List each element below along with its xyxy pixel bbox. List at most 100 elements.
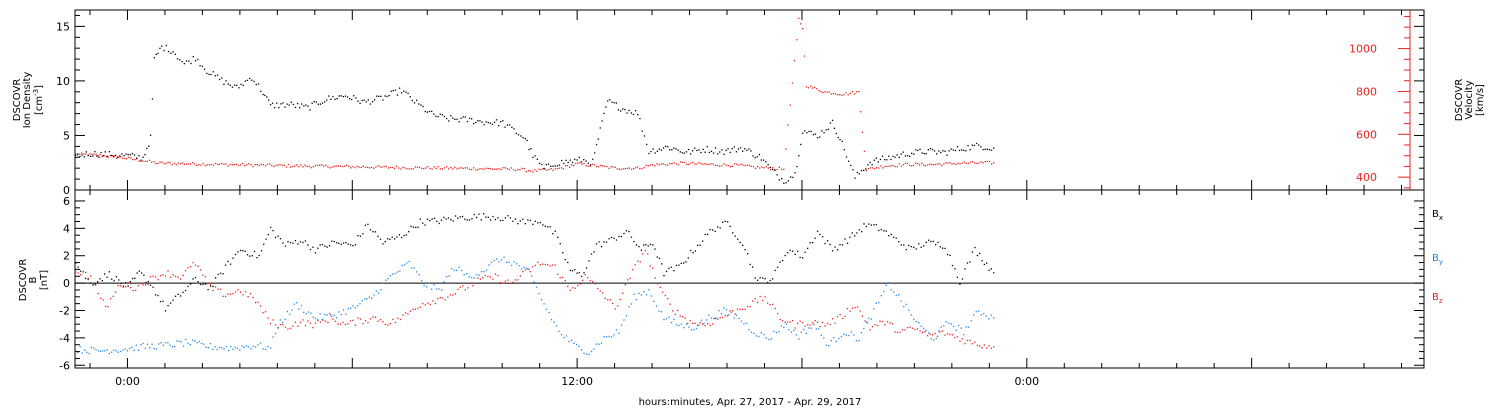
data-point [845,334,847,336]
data-point [79,155,81,158]
data-point [471,276,473,279]
data-point [468,117,471,119]
data-point [382,321,384,323]
data-point [244,80,246,82]
data-point [517,134,520,136]
data-point [764,278,766,280]
data-point [247,296,249,298]
data-point [562,168,565,170]
data-point [589,164,592,166]
data-point [658,257,661,259]
data-point [152,286,154,288]
data-point [956,276,959,278]
data-point [937,241,939,244]
data-point [921,162,923,164]
data-point [961,278,964,280]
data-point [581,163,583,165]
data-point [757,166,759,168]
data-point [597,287,599,290]
data-point [767,167,769,169]
data-point [747,305,749,308]
data-point [680,323,683,325]
data-point [489,276,491,278]
data-point [909,326,911,328]
data-point [742,308,744,311]
data-point [493,121,496,123]
data-point [675,264,678,267]
data-point [242,294,244,296]
data-point [458,167,460,169]
data-point [942,150,944,152]
data-point [149,134,152,136]
data-point [913,318,915,320]
data-point [964,268,966,270]
data-point [579,162,581,164]
data-point [334,98,336,100]
data-point [891,323,894,325]
data-point [946,253,949,256]
data-point [615,102,617,104]
data-point [510,167,513,169]
data-point [478,274,480,276]
data-point [237,164,240,167]
data-point [233,164,235,166]
data-point [821,321,824,324]
velocity-label-line1: DSCOVR [1454,79,1465,122]
data-point [403,234,405,237]
data-point [373,167,375,169]
data-point [221,162,223,165]
data-point [614,166,616,168]
data-point [390,90,392,92]
data-point [529,219,531,222]
data-point [317,319,319,321]
data-point [433,166,435,168]
data-point [816,88,818,90]
data-point [489,168,492,170]
data-point [816,230,819,232]
data-point [785,148,787,150]
data-point [836,94,839,96]
data-point [122,157,124,159]
data-point [618,168,620,170]
data-point [717,226,719,228]
data-point [854,306,856,309]
data-point [281,164,283,167]
data-point [829,243,831,246]
data-point [923,327,925,329]
data-point [772,303,774,305]
y-tick-label: 0 [63,277,70,290]
data-point [791,82,794,84]
data-point [544,168,546,170]
data-point [142,342,144,345]
data-point [519,220,521,222]
data-point [954,268,956,270]
data-point [785,323,787,325]
data-point [602,292,604,294]
data-point [234,346,236,348]
data-point [292,325,294,327]
data-point [126,158,128,160]
data-point [834,93,837,95]
data-point [378,292,380,294]
data-point [814,133,817,135]
data-point [617,109,620,111]
data-point [161,161,163,163]
data-point [389,238,391,240]
data-point [851,91,853,93]
data-point [406,168,408,170]
data-point [618,332,620,334]
data-point [905,303,907,305]
b-field-label-line2: B [28,276,39,283]
data-point [387,278,389,280]
data-point [916,328,919,330]
data-point [441,114,443,116]
data-point [973,144,976,147]
data-point [899,331,901,333]
data-point [571,270,574,272]
velocity-label: DSCOVR Velocity [km/s] [1454,79,1486,122]
data-point [649,164,652,166]
data-point [85,271,87,274]
data-point [648,152,650,155]
data-point [856,306,859,308]
